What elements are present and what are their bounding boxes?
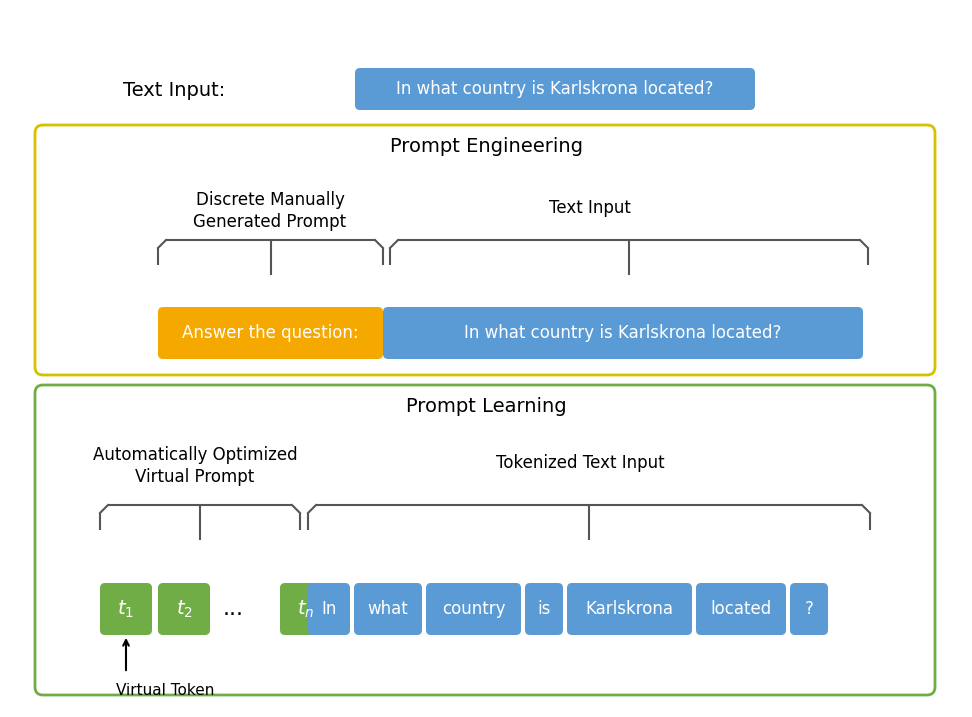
Text: In: In xyxy=(322,600,336,618)
FancyBboxPatch shape xyxy=(525,583,563,635)
Text: ...: ... xyxy=(223,599,244,619)
Text: country: country xyxy=(441,600,505,618)
Text: In what country is Karlskrona located?: In what country is Karlskrona located? xyxy=(465,324,781,342)
Text: Discrete Manually: Discrete Manually xyxy=(195,191,344,209)
FancyBboxPatch shape xyxy=(100,583,152,635)
FancyBboxPatch shape xyxy=(354,583,422,635)
FancyBboxPatch shape xyxy=(158,583,210,635)
FancyBboxPatch shape xyxy=(696,583,786,635)
Text: In what country is Karlskrona located?: In what country is Karlskrona located? xyxy=(397,80,713,98)
FancyBboxPatch shape xyxy=(280,583,332,635)
Text: $t_1$: $t_1$ xyxy=(118,599,134,619)
Text: Prompt Learning: Prompt Learning xyxy=(405,397,567,417)
Text: Generated Prompt: Generated Prompt xyxy=(193,213,347,231)
FancyBboxPatch shape xyxy=(383,307,863,359)
Text: Text Input:: Text Input: xyxy=(122,80,225,100)
Text: $t_2$: $t_2$ xyxy=(176,599,192,619)
Text: Virtual Token: Virtual Token xyxy=(116,683,215,698)
Text: Answer the question:: Answer the question: xyxy=(182,324,359,342)
Text: Karlskrona: Karlskrona xyxy=(585,600,674,618)
Text: is: is xyxy=(538,600,551,618)
FancyBboxPatch shape xyxy=(790,583,828,635)
FancyBboxPatch shape xyxy=(355,68,755,110)
Text: ?: ? xyxy=(805,600,814,618)
FancyBboxPatch shape xyxy=(567,583,692,635)
Text: located: located xyxy=(711,600,772,618)
FancyBboxPatch shape xyxy=(158,307,383,359)
Text: $t_n$: $t_n$ xyxy=(297,599,315,619)
Text: Virtual Prompt: Virtual Prompt xyxy=(135,468,255,486)
FancyBboxPatch shape xyxy=(35,385,935,695)
FancyBboxPatch shape xyxy=(426,583,521,635)
FancyBboxPatch shape xyxy=(35,125,935,375)
Text: Automatically Optimized: Automatically Optimized xyxy=(92,446,297,464)
FancyBboxPatch shape xyxy=(308,583,350,635)
Text: Tokenized Text Input: Tokenized Text Input xyxy=(496,454,664,472)
Text: what: what xyxy=(367,600,408,618)
Text: Text Input: Text Input xyxy=(549,199,631,217)
Text: Prompt Engineering: Prompt Engineering xyxy=(390,138,582,156)
